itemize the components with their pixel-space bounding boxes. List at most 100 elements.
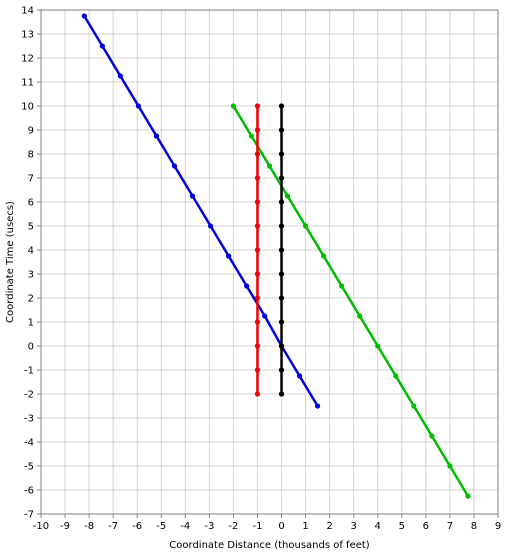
x-tick-label: 6 <box>423 521 429 532</box>
data-point <box>117 73 123 79</box>
x-tick-label: -5 <box>156 521 166 532</box>
x-tick-label: -4 <box>180 521 190 532</box>
y-tick-label: -5 <box>24 462 34 473</box>
data-point <box>278 319 285 325</box>
x-tick-label: 5 <box>399 521 405 532</box>
x-tick-label: 2 <box>326 521 332 532</box>
data-point <box>81 13 87 19</box>
series-line <box>83 15 319 407</box>
y-tick-label: 1 <box>28 318 34 329</box>
series-0 <box>81 13 321 409</box>
data-point <box>244 283 250 289</box>
x-tick-label: -1 <box>252 521 262 532</box>
x-tick-label: 9 <box>495 521 501 532</box>
data-point <box>375 343 381 349</box>
x-tick-label: 4 <box>375 521 381 532</box>
data-point <box>171 163 178 169</box>
data-point <box>207 223 214 229</box>
data-point <box>278 127 285 133</box>
y-axis-title: Coordinate Time (usecs) <box>5 201 16 323</box>
y-tick-label: 2 <box>28 294 34 305</box>
x-tick-label: 1 <box>302 521 308 532</box>
data-point <box>248 133 255 139</box>
tick-labels: -10 -9 -8 -7 -6 -5 -4 -3 -2 -1 0 1 2 3 4 5 6 7 8 9-7-6-5-4-… <box>21 6 501 533</box>
data-point <box>339 283 345 289</box>
y-tick-label: -3 <box>24 414 34 425</box>
y-tick-label: 8 <box>28 150 34 161</box>
x-tick-label: 3 <box>350 521 356 532</box>
axes <box>37 9 499 518</box>
data-point <box>315 403 321 409</box>
y-tick-label: 9 <box>28 126 34 137</box>
data-point <box>153 133 160 139</box>
y-tick-label: -2 <box>24 390 34 401</box>
data-point <box>278 199 285 205</box>
data-point <box>411 403 417 409</box>
y-tick-label: -7 <box>24 510 34 521</box>
y-tick-label: -1 <box>24 366 34 377</box>
data-point <box>278 103 285 109</box>
data-point <box>254 271 261 277</box>
data-point <box>278 343 285 349</box>
data-point <box>254 223 261 229</box>
data-point <box>278 175 285 181</box>
x-tick-label: -2 <box>228 521 238 532</box>
data-point <box>278 391 285 397</box>
data-point <box>278 271 285 277</box>
x-tick-label: -6 <box>132 521 142 532</box>
data-point <box>465 493 471 499</box>
x-tick-label: -7 <box>108 521 118 532</box>
data-point <box>357 313 363 319</box>
data-point <box>296 373 303 379</box>
x-tick-label: 0 <box>278 521 284 532</box>
series-line <box>232 105 470 497</box>
x-tick-label: -8 <box>84 521 94 532</box>
data-point <box>429 433 435 439</box>
y-tick-label: 6 <box>28 198 34 209</box>
plot-frame <box>40 9 499 515</box>
data-point <box>302 223 309 229</box>
data-point <box>266 163 273 169</box>
y-tick-label: 5 <box>28 222 34 233</box>
y-tick-label: 12 <box>21 54 34 65</box>
data-point <box>393 373 399 379</box>
y-tick-label: 10 <box>21 102 34 113</box>
data-point <box>254 391 261 397</box>
x-tick-label: -10 <box>33 521 49 532</box>
grid <box>40 9 499 515</box>
y-tick-label: 14 <box>21 6 34 17</box>
data-point <box>189 193 196 199</box>
y-tick-label: 0 <box>28 342 34 353</box>
data-point <box>254 343 261 349</box>
data-point <box>254 199 261 205</box>
series-1 <box>230 103 471 499</box>
data-point <box>278 247 285 253</box>
data-point <box>254 319 261 325</box>
series-3 <box>278 103 285 397</box>
data-point <box>254 151 261 157</box>
data-point <box>284 193 291 199</box>
x-tick-label: 7 <box>447 521 453 532</box>
data-point <box>135 103 142 109</box>
y-tick-label: -4 <box>24 438 34 449</box>
data-point <box>254 367 261 373</box>
data-point <box>254 175 261 181</box>
series-2 <box>254 103 261 397</box>
y-tick-label: -6 <box>24 486 34 497</box>
y-tick-label: 3 <box>28 270 34 281</box>
data-point <box>99 43 105 49</box>
data-point <box>254 103 261 109</box>
data-point <box>278 295 285 301</box>
x-tick-label: 8 <box>471 521 477 532</box>
data-point <box>254 295 261 301</box>
data-point <box>447 463 453 469</box>
data-point <box>254 127 261 133</box>
data-point <box>262 313 268 319</box>
x-tick-label: -3 <box>204 521 214 532</box>
y-tick-label: 13 <box>21 30 34 41</box>
data-point <box>230 103 237 109</box>
y-tick-label: 4 <box>28 246 34 257</box>
data-point <box>278 223 285 229</box>
